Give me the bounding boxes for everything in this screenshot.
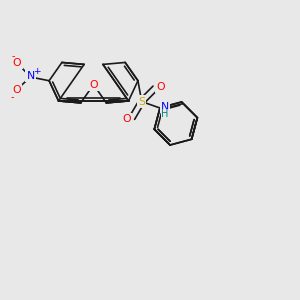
Text: H: H [161, 109, 169, 119]
Text: O: O [122, 114, 131, 124]
Text: S: S [138, 97, 145, 106]
Text: -: - [11, 92, 14, 102]
Text: O: O [12, 85, 21, 95]
Text: -: - [11, 51, 15, 61]
Text: N: N [161, 102, 169, 112]
Text: N: N [26, 70, 35, 80]
Text: O: O [13, 58, 22, 68]
Text: O: O [156, 82, 165, 92]
Text: O: O [89, 80, 98, 90]
Text: +: + [33, 67, 40, 76]
